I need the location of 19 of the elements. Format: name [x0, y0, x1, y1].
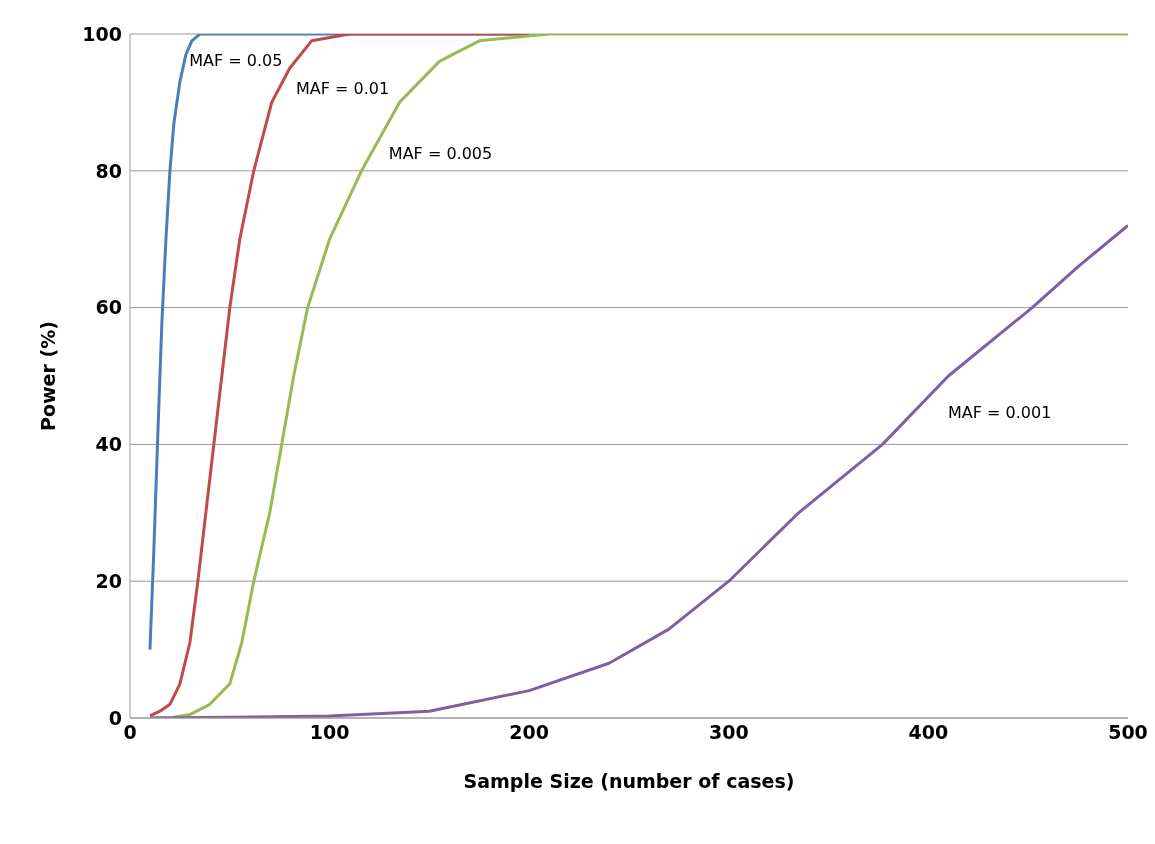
x-tick-label: 100 [309, 721, 350, 744]
y-tick-label: 60 [95, 296, 122, 319]
annotation: MAF = 0.01 [295, 78, 390, 98]
x-tick-label: 200 [509, 721, 550, 744]
x-tick-label: 500 [1108, 721, 1148, 744]
line-series [148, 224, 1128, 718]
y-tick-label: 0 [108, 706, 122, 729]
y-tick-label: 80 [95, 159, 122, 182]
y-tick-label: 40 [95, 433, 122, 456]
y-axis-title: Power (%) [36, 321, 59, 431]
x-tick-label: 0 [123, 721, 137, 744]
y-tick-label: 20 [95, 569, 122, 592]
x-tick-label: 300 [708, 721, 749, 744]
x-tick-label: 400 [908, 721, 949, 744]
annotation: MAF = 0.005 [388, 144, 493, 164]
x-axis-title: Sample Size (number of cases) [463, 770, 795, 792]
annotation: MAF = 0.05 [189, 51, 283, 71]
y-tick-label: 100 [82, 22, 122, 45]
annotation: MAF = 0.001 [948, 403, 1052, 422]
